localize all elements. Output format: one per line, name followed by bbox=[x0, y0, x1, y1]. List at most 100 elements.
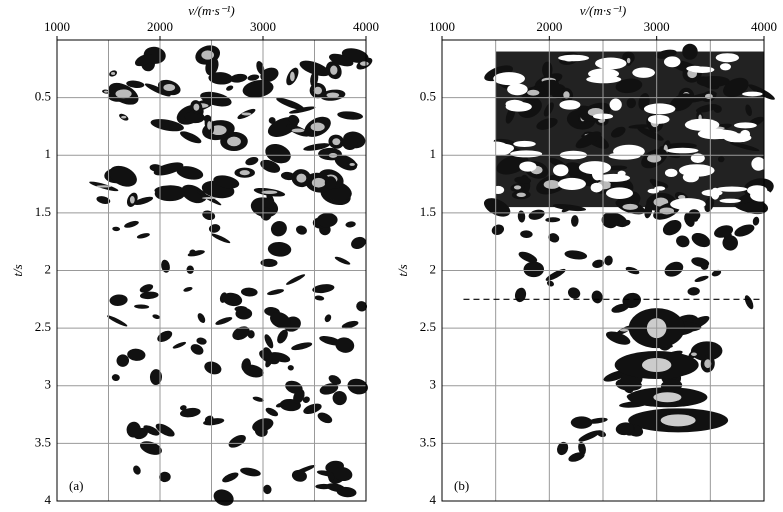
blob bbox=[302, 396, 310, 403]
blob-core bbox=[121, 115, 127, 119]
blob bbox=[267, 289, 284, 296]
blob bbox=[644, 200, 653, 219]
x-tick-label: 2000 bbox=[147, 19, 173, 34]
blob-hole bbox=[701, 189, 723, 197]
panel-label: (a) bbox=[69, 478, 83, 493]
blob bbox=[615, 78, 643, 94]
blob bbox=[694, 275, 709, 283]
blob bbox=[293, 389, 305, 404]
blob bbox=[662, 219, 682, 236]
blob bbox=[604, 255, 613, 266]
blob bbox=[711, 269, 722, 277]
blob bbox=[578, 430, 601, 442]
blob bbox=[152, 314, 161, 320]
blob-core bbox=[543, 180, 561, 189]
x-axis-label: v/(m·s⁻¹) bbox=[580, 3, 627, 18]
blob bbox=[276, 97, 305, 111]
blob-core bbox=[210, 125, 227, 136]
blob bbox=[752, 216, 760, 226]
y-axis-label: t/s bbox=[395, 264, 410, 276]
x-tick-label: 3000 bbox=[644, 19, 670, 34]
blob bbox=[691, 232, 711, 248]
blob bbox=[286, 274, 306, 285]
blob-core bbox=[104, 90, 109, 93]
blob-hole bbox=[755, 160, 771, 170]
blob bbox=[222, 292, 243, 307]
blob bbox=[564, 250, 588, 260]
blob bbox=[303, 403, 322, 415]
blob-core bbox=[311, 177, 326, 188]
blob bbox=[596, 430, 607, 438]
blob bbox=[139, 291, 159, 300]
blob-core bbox=[704, 359, 712, 369]
blob bbox=[734, 224, 755, 237]
x-tick-label: 1000 bbox=[429, 19, 455, 34]
blob bbox=[335, 337, 355, 353]
blob bbox=[112, 226, 121, 232]
blob bbox=[514, 287, 527, 303]
blob bbox=[729, 142, 760, 152]
blob bbox=[745, 104, 752, 117]
blob-core bbox=[527, 89, 540, 96]
blob bbox=[570, 416, 593, 429]
blob-hole bbox=[608, 152, 641, 160]
blob-core bbox=[296, 173, 307, 183]
y-tick-label: 2.5 bbox=[35, 319, 51, 334]
blob bbox=[688, 209, 701, 221]
blob bbox=[334, 256, 351, 265]
blob bbox=[291, 342, 313, 351]
blob bbox=[695, 104, 719, 113]
blob bbox=[252, 396, 264, 402]
blob bbox=[260, 159, 281, 173]
blob bbox=[337, 111, 363, 120]
blob bbox=[232, 326, 250, 341]
blob bbox=[545, 268, 566, 281]
blob bbox=[700, 262, 709, 270]
blob bbox=[723, 77, 749, 98]
blob-hole bbox=[690, 66, 715, 73]
blob-hole bbox=[510, 150, 543, 158]
blob bbox=[240, 287, 258, 297]
blob-core bbox=[96, 185, 112, 188]
blob bbox=[303, 143, 330, 151]
blob-hole bbox=[733, 122, 757, 129]
blob bbox=[291, 469, 307, 482]
y-tick-label: 1 bbox=[45, 146, 52, 161]
blob bbox=[256, 61, 265, 75]
blob bbox=[312, 284, 335, 294]
blob-core bbox=[622, 203, 638, 210]
blob bbox=[263, 484, 272, 495]
blob bbox=[247, 330, 255, 339]
blob-hole bbox=[719, 198, 741, 203]
blob bbox=[341, 320, 359, 329]
blob bbox=[107, 315, 128, 327]
blob bbox=[133, 196, 154, 206]
y-axis-label: t/s bbox=[10, 264, 25, 276]
blob-core bbox=[129, 196, 135, 204]
blob-core bbox=[626, 57, 631, 64]
blob-hole bbox=[591, 166, 603, 181]
blob-hole bbox=[590, 182, 603, 193]
blob bbox=[591, 290, 603, 304]
blob bbox=[187, 250, 205, 257]
blob bbox=[172, 341, 187, 349]
blob bbox=[704, 196, 715, 212]
blob bbox=[197, 313, 206, 323]
blob bbox=[571, 215, 579, 227]
blob-hole bbox=[559, 100, 581, 110]
blob bbox=[153, 162, 184, 176]
blob-hole bbox=[558, 177, 586, 191]
blob bbox=[136, 233, 150, 239]
y-tick-label: 4 bbox=[45, 492, 52, 507]
x-tick-label: 4000 bbox=[353, 19, 379, 34]
blob bbox=[523, 261, 545, 278]
blob bbox=[666, 142, 697, 150]
blob bbox=[328, 53, 354, 67]
blob bbox=[260, 258, 278, 267]
blob bbox=[615, 422, 634, 436]
blob bbox=[264, 334, 274, 349]
blob-hole bbox=[519, 161, 537, 172]
blob bbox=[324, 314, 332, 323]
x-tick-label: 2000 bbox=[536, 19, 562, 34]
y-tick-label: 3 bbox=[430, 377, 437, 392]
